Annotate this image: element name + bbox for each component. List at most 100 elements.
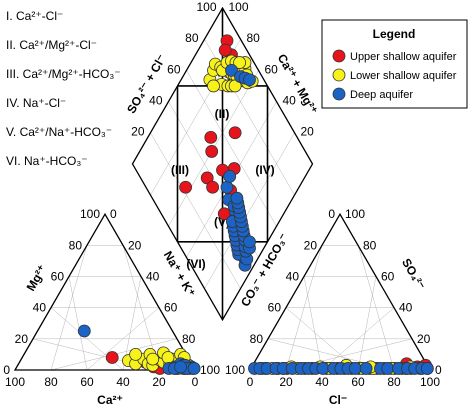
diamond-right-axis-title: Ca²⁺ + Mg²⁺ [275,51,321,116]
legend-marker [332,49,346,63]
tick-label: 60 [268,301,282,315]
diamond-grid [204,132,295,289]
diamond-grid [150,132,241,289]
tick-label: 40 [33,301,47,315]
tick-label: 100 [345,207,365,221]
tick-label: 100 [196,0,216,14]
diamond-data-point [223,169,237,183]
legend: Legend Upper shallow aquifer Lower shallow… [321,19,468,109]
tick-label: 80 [250,332,264,346]
diamond-data-point [228,126,242,140]
legend-entry-label: Upper shallow aquifer [350,51,457,63]
tick-label: 20 [15,332,29,346]
anion-data-point [420,362,434,375]
anion-data-point [381,362,395,375]
diamond-data-point [233,56,247,69]
diamond-data-point [206,180,220,194]
diagram-frames [13,6,432,371]
diamond-data-point [243,73,256,87]
diamond-data-point [179,180,193,194]
facies-hf-4: IV. Na⁺-Cl⁻ [6,96,66,110]
cation-side-axis-title: Mg²⁺ [24,263,50,294]
tick-label: 20 [128,238,142,252]
facies-hf-6: VI. Na⁺-HCO₃⁻ [6,154,88,168]
diamond-data-point [243,235,256,249]
facies-hf-3: III. Ca²⁺/Mg²⁺-HCO₃⁻ [6,67,121,81]
cation-data-point [129,348,143,361]
tick-label: 40 [149,94,163,108]
tick-label: 40 [399,301,413,315]
cation-data-point [187,362,201,375]
diamond-data-point [225,63,238,77]
legend-entry-label: Deep aquifer [350,89,413,101]
anion-triangle-grid [303,276,323,371]
cation-x-axis-title: Ca²⁺ [97,393,123,407]
tick-label: 0 [110,207,117,221]
tick-label: 80 [185,31,199,45]
anion-side-axis-title: SO₄²⁻ [399,256,428,292]
tick-label: 20 [304,238,318,252]
cation-triangle-grid [68,276,88,371]
field-label: (VI) [186,257,205,271]
legend-entry-label: Lower shallow aquifer [350,70,457,82]
tick-label: 40 [146,269,160,283]
anion-data-point [359,362,373,375]
diamond-data-point [230,191,244,205]
tick-label: 40 [315,375,329,389]
cation-data-point [174,360,188,374]
tick-label: 0 [435,363,442,377]
facies-hf-5: V. Ca²⁺/Na⁺-HCO₃⁻ [6,125,112,139]
diamond-data-point [220,180,234,194]
tick-label: 100 [229,0,249,14]
tick-label: 0 [247,375,254,389]
tick-label: 40 [116,375,130,389]
tick-label: 80 [363,238,377,252]
tick-label: 80 [182,332,196,346]
anion-data-point [316,362,330,375]
tick-label: 100 [80,207,100,221]
diamond-data-point [205,145,219,158]
anion-triangle-grid [321,307,395,371]
tick-label: 80 [387,375,401,389]
anion-triangle-grid [357,276,377,371]
tick-label: 20 [417,332,431,346]
cation-triangle-grid [122,276,142,371]
legend-title: Legend [373,27,416,41]
tick-label: 100 [420,375,440,389]
tick-label: 0 [328,207,335,221]
tick-label: 40 [283,94,297,108]
diamond-data-point [218,43,232,57]
tick-label: 60 [51,269,65,283]
tick-label: 60 [265,62,279,76]
anion-data-point [348,362,362,375]
tick-label: 20 [131,125,145,139]
facies-hf-2: II. Ca²⁺/Mg²⁺-Cl⁻ [6,38,97,52]
tick-label: 80 [247,31,261,45]
tick-label: 60 [80,375,94,389]
legend-marker [332,87,346,101]
cation-triangle [13,212,197,371]
field-label: (IV) [255,163,274,177]
data-points [77,34,434,375]
field-label: (III) [171,163,189,177]
diamond-data-point [204,130,218,144]
tick-label: 20 [279,375,293,389]
diamond-grid [186,70,277,227]
tick-label: 0 [192,375,199,389]
tick-label: 100 [200,363,220,377]
tick-label: 20 [301,125,315,139]
tick-label: 80 [69,238,83,252]
cation-data-point [77,324,91,338]
cation-triangle-grid [86,307,160,371]
tick-label: 100 [5,375,25,389]
cation-data-point [105,351,119,364]
tick-label: 60 [351,375,365,389]
tick-label: 100 [225,363,245,377]
tick-label: 0 [3,363,10,377]
cation-data-point [146,352,160,366]
tick-label: 60 [164,301,178,315]
tick-label: 20 [152,375,166,389]
tick-label: 60 [167,62,181,76]
hydrochemical-facies-list: I. Ca²⁺-Cl⁻ II. Ca²⁺/Mg²⁺-Cl⁻ III. Ca²⁺/Mg… [6,9,121,168]
